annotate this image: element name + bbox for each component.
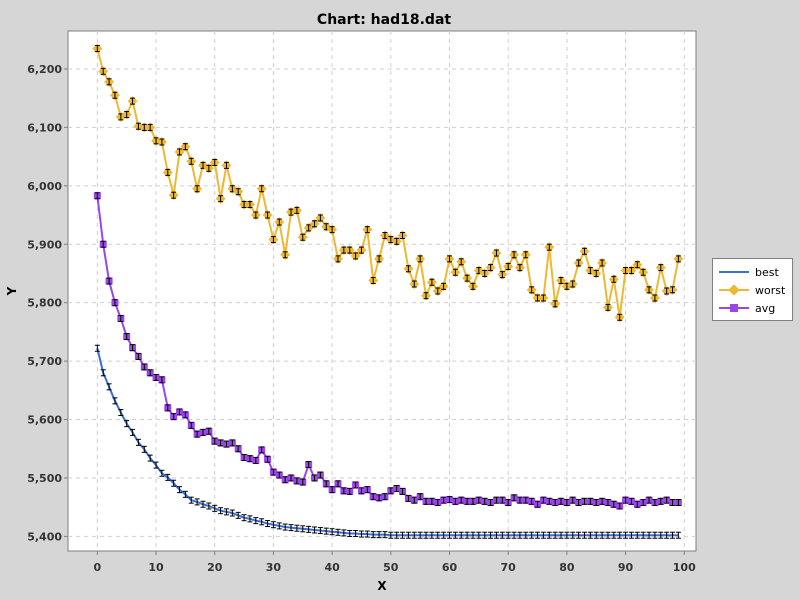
y-tick-label: 6,200 [27, 63, 62, 76]
y-tick-label: 5,600 [27, 414, 62, 427]
series-best [94, 344, 681, 539]
x-tick-label: 50 [383, 561, 399, 574]
x-tick-label: 0 [94, 561, 102, 574]
plot-background [67, 30, 697, 552]
legend-swatch-avg [719, 302, 749, 314]
x-tick-label: 100 [673, 561, 696, 574]
series-layer [92, 43, 684, 539]
y-axis-label: Y [5, 286, 19, 296]
legend-label-best: best [755, 265, 779, 279]
x-tick-label: 40 [324, 561, 340, 574]
legend-swatch-best [719, 266, 749, 278]
square-icon [730, 304, 738, 312]
legend-item-best: best [719, 264, 779, 280]
x-axis-label: X [377, 579, 387, 593]
x-tick-label: 60 [442, 561, 458, 574]
legend-line-best [719, 271, 749, 273]
series-avg [93, 192, 682, 510]
legend-label-avg: avg [755, 301, 776, 315]
y-tick-label: 5,400 [27, 530, 62, 543]
axis-layer: 0 10 20 30 40 50 60 70 80 90 100 5,400 5,500 5,600 5,7… [27, 63, 696, 574]
y-tick-label: 5,500 [27, 472, 62, 485]
diamond-icon [728, 284, 740, 296]
y-tick-label: 6,000 [27, 180, 62, 193]
legend-item-worst: worst [719, 282, 785, 298]
series-worst [92, 43, 684, 323]
legend: best worst avg [712, 258, 793, 321]
x-tick-label: 20 [207, 561, 223, 574]
x-tick-label: 30 [266, 561, 282, 574]
y-tick-label: 6,100 [27, 121, 62, 134]
x-tick-label: 90 [618, 561, 634, 574]
x-tick-label: 80 [559, 561, 575, 574]
legend-label-worst: worst [755, 283, 786, 297]
series-line-best [96, 348, 679, 537]
chart-title: Chart: had18.dat [316, 12, 452, 28]
y-tick-label: 5,900 [27, 238, 62, 251]
x-tick-label: 70 [501, 561, 517, 574]
y-tick-label: 5,700 [27, 355, 62, 368]
legend-swatch-worst [719, 284, 749, 296]
x-tick-label: 10 [148, 561, 164, 574]
series-line-worst [96, 48, 680, 319]
legend-item-avg: avg [719, 300, 775, 316]
y-tick-label: 5,800 [27, 297, 62, 310]
